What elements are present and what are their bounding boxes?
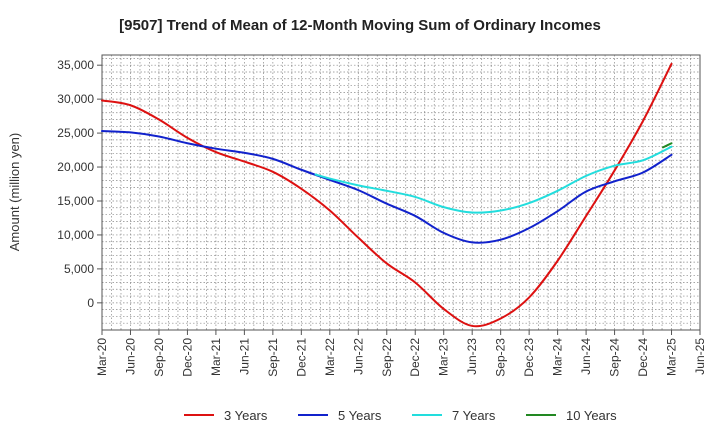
x-tick-label: Sep-22	[380, 338, 394, 377]
y-tick-label: 25,000	[57, 126, 94, 140]
series-line-5-years	[101, 130, 673, 244]
x-tick-label: Sep-20	[152, 338, 166, 377]
y-tick-label: 5,000	[64, 262, 94, 276]
series-line-3-years	[101, 62, 673, 328]
x-tick-label: Jun-21	[237, 338, 251, 375]
legend: 3 Years 5 Years 7 Years 10 Years	[184, 408, 617, 423]
x-tick-label: Dec-22	[408, 338, 422, 377]
x-tick-label: Jun-23	[465, 338, 479, 375]
legend-label-5-years: 5 Years	[338, 408, 382, 423]
x-tick-label: Mar-20	[95, 338, 109, 376]
x-tick-label: Mar-23	[437, 338, 451, 376]
chart-title: [9507] Trend of Mean of 12-Month Moving …	[119, 17, 601, 34]
plot-border	[101, 54, 701, 331]
x-tick-label: Jun-22	[351, 338, 365, 375]
x-tick-label: Sep-23	[494, 338, 508, 377]
y-tick-label: 0	[87, 296, 94, 310]
legend-label-7-years: 7 Years	[452, 408, 496, 423]
y-tick-label: 15,000	[57, 194, 94, 208]
x-tick-label: Dec-20	[180, 338, 194, 377]
x-tick-label: Sep-21	[266, 338, 280, 377]
x-tick-label: Jun-25	[693, 338, 707, 375]
y-tick-label: 30,000	[57, 92, 94, 106]
y-tick-label: 20,000	[57, 160, 94, 174]
legend-label-3-years: 3 Years	[224, 408, 268, 423]
y-axis-label: Amount (million yen)	[7, 133, 22, 252]
x-tick-label: Dec-23	[522, 338, 536, 377]
x-tick-label: Mar-24	[551, 338, 565, 376]
plot-area: 0 5,000 10,000 15,000 20,000 25,000 30,000 35,0…	[57, 54, 707, 377]
plot-background	[102, 55, 700, 330]
x-tick-label: Dec-21	[294, 338, 308, 377]
x-tick-label: Mar-21	[209, 338, 223, 376]
x-tick-label: Jun-20	[123, 338, 137, 375]
y-tick-label: 35,000	[57, 58, 94, 72]
y-tick-label: 10,000	[57, 228, 94, 242]
series-line-10-years	[661, 142, 673, 149]
x-tick-label: Mar-22	[323, 338, 337, 376]
series-line-7-years	[314, 145, 673, 214]
x-tick-label: Dec-24	[636, 338, 650, 377]
x-tick-label: Mar-25	[665, 338, 679, 376]
x-tick-label: Sep-24	[608, 338, 622, 377]
legend-label-10-years: 10 Years	[566, 408, 617, 423]
x-tick-label: Jun-24	[579, 338, 593, 375]
